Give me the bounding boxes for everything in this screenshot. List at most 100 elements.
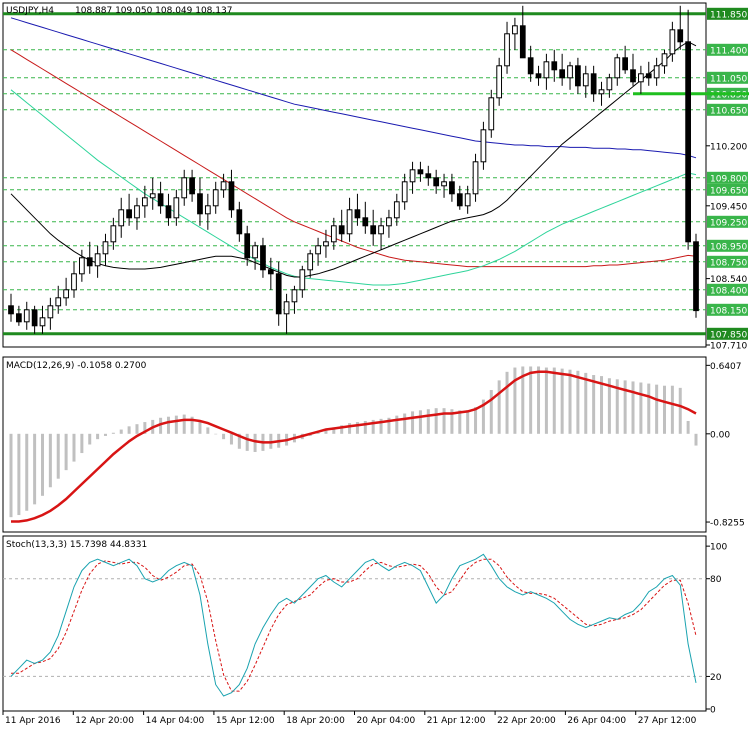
candle-body: [323, 241, 329, 247]
price-axis: 110.200 109.450 108.540 107.710: [706, 142, 747, 352]
macd-bar: [623, 380, 627, 434]
macd-bar: [348, 423, 352, 434]
macd-bar: [214, 433, 218, 435]
candle-body: [86, 257, 93, 267]
stoch-tick-label: 0: [710, 706, 716, 716]
candle-body: [204, 205, 211, 215]
ma-line: [10, 49, 697, 268]
level-label: 108.150: [710, 306, 747, 316]
macd-bar: [127, 426, 131, 434]
candle-body: [299, 269, 306, 291]
candle-body: [425, 173, 432, 179]
level-label: 109.250: [710, 218, 747, 228]
level-label-bg: [707, 327, 748, 340]
candle-body: [315, 245, 321, 255]
candle-body: [267, 269, 274, 275]
ma-line: [10, 41, 697, 278]
candle-body: [551, 61, 558, 71]
level-label-bg: [707, 283, 748, 296]
candle-body: [55, 297, 62, 307]
candle-body: [543, 61, 550, 79]
price-tick-label: 109.450: [710, 202, 747, 212]
moving-averages: [10, 17, 697, 286]
macd-bar: [560, 368, 564, 434]
macd-bar: [544, 367, 548, 434]
macd-bar: [600, 376, 604, 434]
candle-body: [433, 177, 440, 187]
candle-body: [47, 305, 54, 319]
candle-body: [386, 217, 392, 227]
macd-bar: [17, 433, 21, 516]
macd-bar: [174, 415, 178, 434]
macd-bar: [489, 389, 493, 434]
level-label-bg: [707, 71, 748, 84]
macd-bar: [474, 407, 478, 434]
ma-line: [10, 17, 697, 159]
price-level-lines: 111.850111.400111.050110.850110.650109.8…: [3, 7, 749, 340]
macd-bar: [198, 420, 202, 434]
macd-bar: [103, 433, 107, 436]
macd-bar: [615, 379, 619, 434]
candle-body: [16, 313, 22, 323]
macd-bar: [576, 370, 580, 434]
macd-bar: [56, 433, 60, 479]
level-label: 110.650: [710, 106, 747, 116]
candle-body: [472, 161, 479, 195]
candle-body: [173, 197, 180, 219]
macd-bar: [379, 418, 383, 434]
macd-bar: [363, 420, 367, 434]
level-label-bg: [707, 43, 748, 56]
candle-body: [653, 65, 660, 79]
candle-body: [291, 289, 298, 303]
candle-body: [79, 257, 85, 275]
candle-body: [236, 209, 243, 235]
macd-bar: [222, 433, 226, 440]
candle-body: [71, 273, 77, 291]
macd-bar: [513, 367, 517, 434]
candle-body: [330, 225, 337, 243]
macd-bar: [670, 385, 674, 434]
macd-bar: [80, 433, 84, 454]
macd-bar: [481, 399, 485, 434]
macd-bar: [190, 416, 194, 434]
macd-bar: [387, 417, 391, 434]
macd-histogram: [9, 366, 698, 518]
macd-bar: [403, 413, 407, 434]
macd-bar: [694, 433, 698, 446]
macd-bar: [584, 372, 588, 434]
level-label-bg: [707, 103, 748, 116]
candle-body: [496, 65, 503, 99]
macd-bar: [686, 420, 690, 434]
candle-body: [165, 205, 172, 219]
level-label: 109.800: [710, 174, 747, 184]
stoch-pane[interactable]: 100 80 20 0 Stoch(13,3,3) 15.7398 44.8331: [2, 535, 727, 716]
level-label: 111.400: [710, 46, 747, 56]
candle-body: [252, 245, 258, 259]
level-label-bg: [707, 7, 748, 20]
macd-bar: [9, 433, 13, 518]
candle-body: [606, 77, 613, 91]
candle-body: [8, 305, 14, 315]
macd-bar: [434, 408, 438, 434]
macd-bar: [371, 419, 375, 434]
candle-body: [23, 309, 30, 323]
candles: [8, 5, 699, 334]
stoch-signal: [11, 558, 697, 692]
macd-bar: [111, 432, 115, 434]
macd-bar: [119, 429, 123, 434]
candle-body: [504, 33, 510, 67]
candle-body: [409, 169, 416, 183]
candle-body: [110, 225, 117, 243]
candle-body: [63, 289, 69, 299]
level-label: 107.850: [710, 330, 747, 340]
macd-bar: [96, 433, 100, 440]
macd-bar: [505, 371, 509, 434]
time-label: 18 Apr 20:00: [286, 716, 345, 726]
macd-pane[interactable]: 0.6407 0.00 -0.8255 MACD(12,26,9) -0.1058 …: [2, 356, 745, 533]
candle-body: [338, 225, 345, 235]
price-pane[interactable]: 111.850111.400111.050110.850110.650109.8…: [2, 2, 749, 352]
price-tick-label: 108.540: [710, 275, 747, 285]
stoch-main: [10, 553, 697, 697]
macd-bar: [631, 381, 635, 434]
stoch-title: Stoch(13,3,3) 15.7398 44.8331: [6, 540, 147, 550]
